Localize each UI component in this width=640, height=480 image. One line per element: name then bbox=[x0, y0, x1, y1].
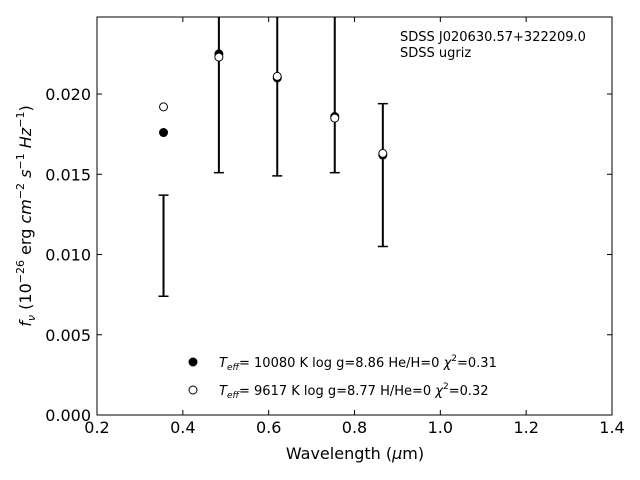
axis-ticks: 0.2 0.4 0.6 0.8 1.0 1.2 1.4 0.000 0.005 0.010 0.01… bbox=[45, 17, 625, 437]
x-tick-label: 0.8 bbox=[342, 418, 367, 437]
y-axis-label: fν (10−26 erg cm−2 s−1 Hz−1) bbox=[14, 105, 38, 326]
x-axis-label: Wavelength (μm) bbox=[286, 444, 424, 463]
filled-point bbox=[159, 128, 169, 138]
open-point bbox=[159, 102, 169, 112]
errorbar bbox=[377, 102, 388, 248]
x-tick-label: 1.2 bbox=[513, 418, 538, 437]
open-point bbox=[330, 113, 340, 123]
open-point bbox=[378, 148, 388, 158]
y-tick-label: 0.020 bbox=[45, 85, 91, 104]
legend: Teff= 10080 K log g=8.86 He/H=0 χ2=0.31 T… bbox=[188, 354, 497, 401]
open-point bbox=[214, 52, 224, 62]
legend-marker-filled bbox=[188, 357, 198, 367]
y-tick-label: 0.000 bbox=[45, 406, 91, 425]
legend-marker-open bbox=[188, 385, 198, 395]
annotation-line2: SDSS ugriz bbox=[400, 46, 471, 61]
y-tick-label: 0.010 bbox=[45, 246, 91, 265]
x-tick-label: 0.2 bbox=[84, 418, 109, 437]
errorbar bbox=[272, 17, 283, 177]
y-tick-label: 0.005 bbox=[45, 326, 91, 345]
observed-errorbars bbox=[158, 17, 388, 297]
x-tick-label: 1.0 bbox=[428, 418, 453, 437]
legend-entry: Teff= 10080 K log g=8.86 He/H=0 χ2=0.31 bbox=[219, 354, 497, 373]
errorbar bbox=[329, 17, 340, 174]
annotation-line1: SDSS J020630.57+322209.0 bbox=[400, 30, 586, 45]
x-tick-label: 1.4 bbox=[599, 418, 624, 437]
y-tick-label: 0.015 bbox=[45, 165, 91, 184]
model-points bbox=[159, 49, 388, 160]
legend-entry: Teff= 9617 K log g=8.77 H/He=0 χ2=0.32 bbox=[219, 382, 489, 401]
x-tick-label: 0.6 bbox=[256, 418, 281, 437]
errorbar bbox=[158, 194, 169, 297]
open-point bbox=[272, 71, 282, 81]
x-tick-label: 0.4 bbox=[170, 418, 195, 437]
errorbar bbox=[213, 17, 224, 174]
